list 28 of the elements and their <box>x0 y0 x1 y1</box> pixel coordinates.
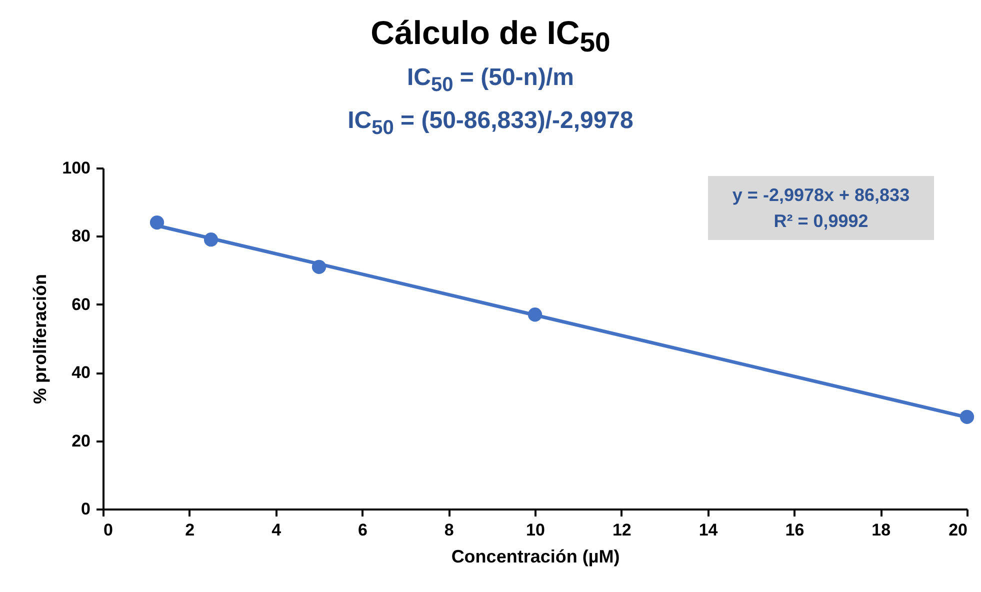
y-tick-label: 20 <box>72 431 90 450</box>
x-tick-label: 8 <box>444 520 454 540</box>
y-tick-label: 40 <box>72 363 90 382</box>
x-tick-label: 12 <box>612 520 632 540</box>
x-tick-label: 16 <box>785 520 804 540</box>
x-tick-label: 4 <box>272 520 282 540</box>
point <box>960 410 974 424</box>
point <box>204 232 218 247</box>
chart-title: Cálculo de IC$_{50}$ <box>370 14 612 59</box>
x-tick-label: 14 <box>698 520 718 540</box>
annotation: R² = 0,9992 <box>774 211 868 231</box>
y-tick-label: 60 <box>72 294 90 314</box>
x-tick-label: 6 <box>358 520 368 540</box>
point <box>312 260 326 274</box>
y-tick-label: 0 <box>81 500 90 518</box>
x-tick-label: 10 <box>526 520 545 540</box>
point <box>528 308 542 322</box>
x-tick-label: 0 <box>104 520 113 540</box>
x-tick-label: 2 <box>185 520 195 540</box>
y-tick-label: 100 <box>62 158 90 178</box>
annotation: y = -2,9978x + 86,833 <box>732 185 910 205</box>
y-tick-label: 80 <box>72 226 90 246</box>
x-tick-label: 18 <box>872 520 891 540</box>
text: IC$_{50}$ = (50-n)/m IC$_{50}$ = (50-86,833)/-2,9978 <box>348 64 634 139</box>
x-tick-label: 20 <box>948 520 968 540</box>
point <box>150 216 164 230</box>
y-axis-title: % proliferación <box>30 274 50 404</box>
x-axis-title: Concentración (µM) <box>451 546 620 566</box>
